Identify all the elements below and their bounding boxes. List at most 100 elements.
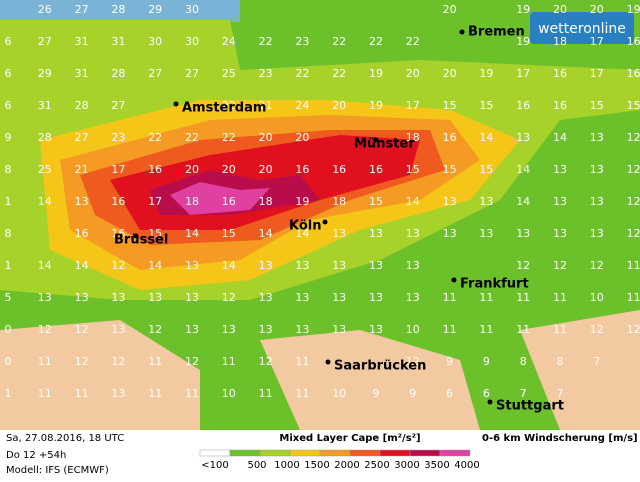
grid-value: 16	[627, 35, 640, 48]
grid-value: 17	[148, 195, 162, 208]
grid-value: 9	[446, 355, 453, 368]
legend-label: <100	[201, 460, 228, 471]
grid-value: 13	[111, 291, 125, 304]
grid-value: 27	[148, 67, 162, 80]
grid-value: 29	[38, 67, 52, 80]
grid-value: 13	[259, 323, 273, 336]
grid-value: 12	[627, 227, 640, 240]
grid-value: 12	[75, 323, 89, 336]
grid-value: 28	[38, 131, 52, 144]
grid-value: 15	[222, 227, 236, 240]
city-label: Köln	[289, 219, 322, 234]
grid-value: 13	[259, 291, 273, 304]
grid-value: 14	[38, 259, 52, 272]
legend-label: 500	[247, 460, 266, 471]
date: Sa, 27.08.2016, 18 UTC	[6, 433, 124, 444]
city-label: Bremen	[468, 25, 525, 40]
grid-value: 13	[332, 259, 346, 272]
grid-value: 13	[590, 163, 604, 176]
grid-value: 14	[516, 195, 530, 208]
grid-value: 19	[479, 67, 493, 80]
grid-value: 22	[332, 35, 346, 48]
grid-value: 13	[295, 259, 309, 272]
grid-value: 15	[479, 99, 493, 112]
grid-value: 16	[148, 163, 162, 176]
grid-value: 13	[185, 291, 199, 304]
grid-value: 13	[111, 387, 125, 400]
legend-swatch	[230, 450, 260, 456]
grid-value: 12	[111, 355, 125, 368]
legend-swatch	[200, 450, 230, 456]
grid-value: 20	[443, 67, 457, 80]
grid-value: 24	[222, 35, 236, 48]
grid-value: 13	[553, 227, 567, 240]
grid-value: 31	[75, 67, 89, 80]
grid-value: 12	[553, 259, 567, 272]
legend-label: 1500	[304, 460, 329, 471]
grid-value: 11	[295, 355, 309, 368]
grid-value: 22	[259, 35, 273, 48]
grid-value: 20	[443, 3, 457, 16]
grid-value: 13	[479, 227, 493, 240]
grid-value: 16	[295, 163, 309, 176]
grid-value: 14	[259, 227, 273, 240]
grid-value: 12	[222, 291, 236, 304]
grid-value: 12	[38, 323, 52, 336]
grid-value: 13	[443, 227, 457, 240]
grid-value: 11	[185, 387, 199, 400]
grid-value: 16	[516, 99, 530, 112]
shear-title: 0-6 km Windscherung [m/s]	[482, 433, 638, 444]
grid-value: 13	[443, 195, 457, 208]
run: Do 12 +54h	[6, 450, 66, 461]
grid-value: 25	[38, 163, 52, 176]
grid-value: 28	[111, 3, 125, 16]
grid-value: 13	[516, 227, 530, 240]
grid-value: 13	[332, 323, 346, 336]
grid-value: 11	[443, 323, 457, 336]
grid-value: 14	[516, 163, 530, 176]
grid-value: 17	[590, 67, 604, 80]
city-label: Amsterdam	[182, 101, 266, 116]
grid-value: 26	[38, 3, 52, 16]
grid-value: 9	[5, 131, 12, 144]
grid-value: 13	[406, 259, 420, 272]
grid-value: 11	[222, 355, 236, 368]
grid-value: 5	[5, 291, 12, 304]
grid-value: 13	[75, 291, 89, 304]
grid-value: 10	[406, 323, 420, 336]
grid-value: 9	[483, 355, 490, 368]
legend-swatch	[440, 450, 470, 456]
grid-value: 20	[222, 163, 236, 176]
city-dot	[323, 220, 328, 225]
grid-value: 27	[111, 99, 125, 112]
grid-value: 12	[185, 355, 199, 368]
grid-value: 22	[185, 131, 199, 144]
logo: wetteronline	[538, 21, 626, 37]
grid-value: 15	[479, 163, 493, 176]
grid-value: 20	[553, 3, 567, 16]
legend-swatch	[290, 450, 320, 456]
grid-value: 14	[75, 259, 89, 272]
legend-label: 2500	[364, 460, 389, 471]
grid-value: 18	[185, 195, 199, 208]
grid-value: 25	[222, 67, 236, 80]
grid-value: 11	[627, 291, 640, 304]
grid-value: 11	[295, 387, 309, 400]
grid-value: 7	[593, 355, 600, 368]
grid-value: 27	[38, 35, 52, 48]
legend-label: 3500	[424, 460, 449, 471]
grid-value: 31	[75, 35, 89, 48]
grid-value: 14	[222, 259, 236, 272]
grid-value: 18	[259, 195, 273, 208]
legend-swatch	[350, 450, 380, 456]
grid-value: 20	[259, 163, 273, 176]
grid-value: 15	[406, 163, 420, 176]
grid-value: 13	[295, 323, 309, 336]
city-label: Brüssel	[114, 233, 168, 248]
grid-value: 1	[5, 387, 12, 400]
grid-value: 15	[627, 99, 640, 112]
grid-value: 19	[369, 99, 383, 112]
grid-value: 10	[332, 387, 346, 400]
grid-value: 29	[148, 3, 162, 16]
legend-title: Mixed Layer Cape [m²/s²]	[279, 433, 420, 444]
